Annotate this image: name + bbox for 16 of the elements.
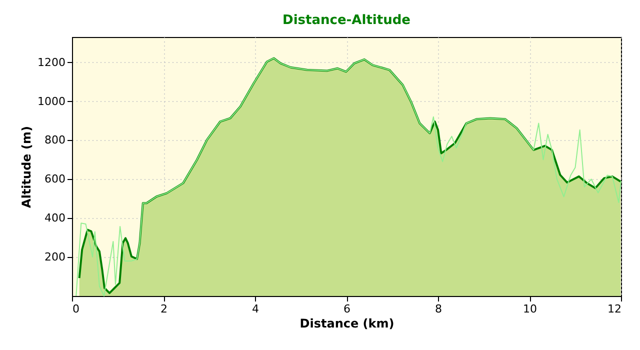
x-tick-label: 8 bbox=[435, 302, 442, 316]
x-axis-title: Distance (km) bbox=[300, 316, 394, 330]
y-tick-label: 600 bbox=[44, 172, 66, 186]
y-tick-label: 400 bbox=[44, 212, 66, 225]
y-axis-title: Altitude (m) bbox=[20, 126, 34, 208]
x-tick-label: 6 bbox=[344, 302, 350, 316]
x-tick-label: 10 bbox=[523, 302, 537, 316]
y-tick-label: 200 bbox=[44, 250, 66, 264]
x-tick-label: 2 bbox=[160, 302, 168, 316]
x-tick-label: 12 bbox=[608, 302, 622, 316]
y-tick-label: 1200 bbox=[38, 56, 66, 69]
y-tick-label: 1000 bbox=[38, 94, 66, 108]
x-tick-label: 0 bbox=[72, 302, 80, 316]
x-tick-label: 4 bbox=[252, 302, 259, 316]
chart-title: Distance-Altitude bbox=[282, 13, 411, 28]
y-tick-label: 800 bbox=[44, 134, 66, 147]
